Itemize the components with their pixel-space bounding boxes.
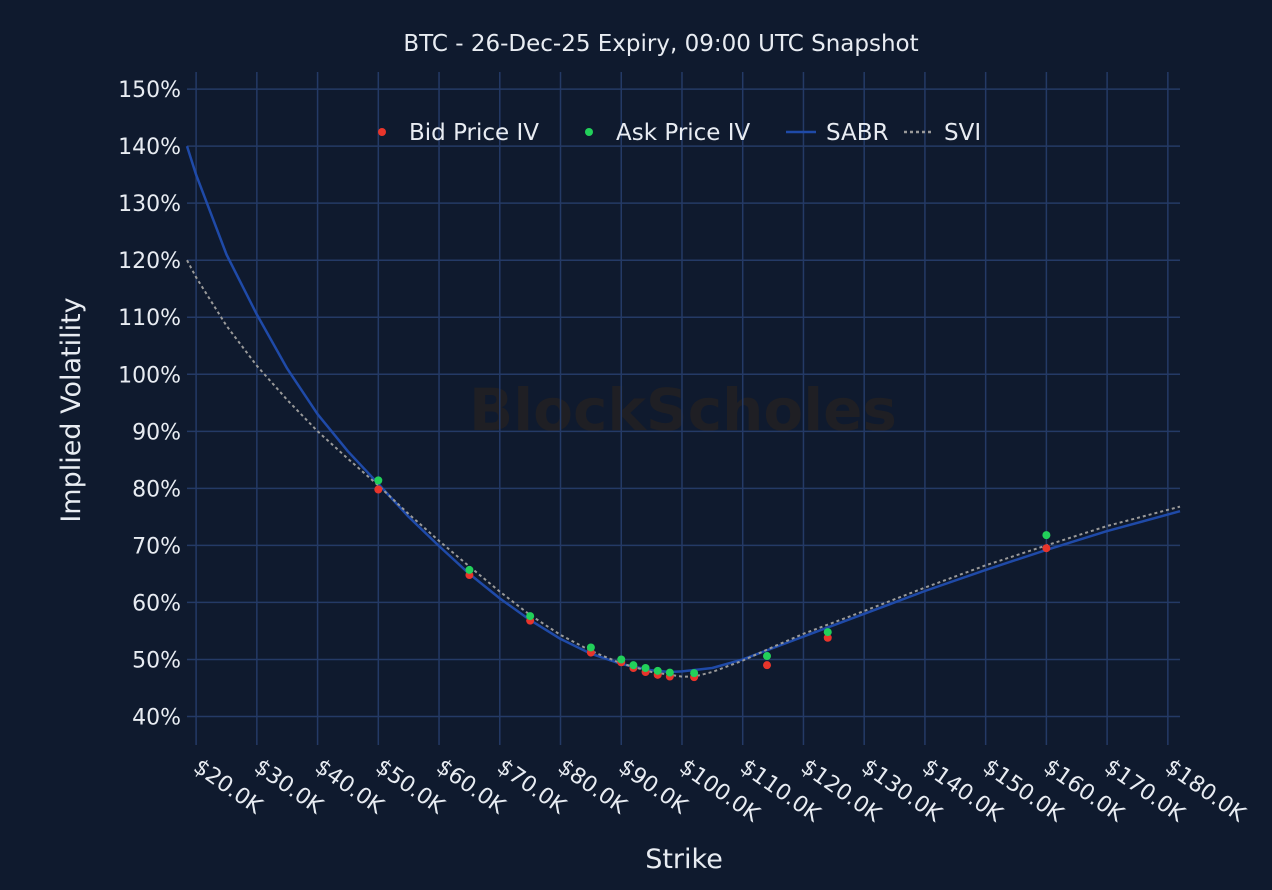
- series-points: [374, 476, 1051, 682]
- ask-price-iv-point: [823, 628, 832, 637]
- legend: Bid Price IV Ask Price IV SABR SVI: [378, 120, 981, 146]
- y-tick-label: 120%: [118, 249, 181, 274]
- y-axis-ticks: 40% 50% 60% 70% 80% 90% 100% 110% 120% 130% 140% 15…: [118, 78, 181, 730]
- y-tick-label: 70%: [132, 534, 181, 559]
- legend-bid-price-iv-marker: [378, 128, 386, 136]
- legend-ask-price-iv-marker: [585, 128, 593, 136]
- y-tick-label: 130%: [118, 192, 181, 217]
- ask-price-iv-point: [526, 612, 535, 621]
- bid-price-iv-point: [823, 633, 832, 642]
- x-axis-ticks: $20.0K$30.0K$40.0K$50.0K$60.0K$70.0K$80.…: [189, 754, 1250, 827]
- ask-price-iv-point: [641, 664, 650, 673]
- x-axis-label: Strike: [645, 844, 723, 875]
- legend-svi-label: SVI: [944, 120, 981, 146]
- svi-line: [186, 259, 1181, 678]
- x-tick-label: $40.0K: [310, 754, 388, 819]
- y-tick-label: 50%: [132, 648, 181, 673]
- y-axis-label: Implied Volatility: [56, 297, 87, 522]
- x-tick-label: $70.0K: [492, 754, 570, 819]
- ask-price-iv-point: [763, 652, 772, 661]
- ask-price-iv-point: [690, 669, 699, 678]
- y-tick-label: 110%: [118, 306, 181, 331]
- bid-price-iv-point: [763, 661, 772, 670]
- x-tick-label: $50.0K: [371, 754, 449, 819]
- legend-ask-price-iv-label: Ask Price IV: [616, 120, 751, 146]
- legend-sabr-label: SABR: [826, 120, 889, 146]
- y-tick-label: 90%: [132, 420, 181, 445]
- x-tick-label: $30.0K: [249, 754, 327, 819]
- y-tick-label: 80%: [132, 477, 181, 502]
- y-tick-label: 100%: [118, 363, 181, 388]
- ask-price-iv-point: [1042, 531, 1051, 540]
- y-tick-label: 60%: [132, 591, 181, 616]
- ask-price-iv-point: [586, 643, 595, 652]
- ask-price-iv-point: [665, 668, 674, 677]
- y-tick-label: 150%: [118, 78, 181, 103]
- bid-price-iv-point: [1042, 544, 1051, 553]
- x-tick-label: $20.0K: [189, 754, 267, 819]
- x-tick-label: $90.0K: [614, 754, 692, 819]
- watermark: BlockScholes: [469, 376, 897, 444]
- chart-title: BTC - 26-Dec-25 Expiry, 09:00 UTC Snapsh…: [403, 31, 918, 57]
- y-tick-label: 140%: [118, 135, 181, 160]
- x-tick-label: $80.0K: [553, 754, 631, 819]
- ask-price-iv-point: [374, 476, 383, 485]
- grid-lines: [187, 72, 1180, 745]
- y-tick-label: 40%: [132, 705, 181, 730]
- x-tick-label: $60.0K: [432, 754, 510, 819]
- bid-price-iv-point: [374, 485, 383, 494]
- ask-price-iv-point: [653, 666, 662, 675]
- ask-price-iv-point: [617, 655, 626, 664]
- ask-price-iv-point: [465, 565, 474, 574]
- legend-bid-price-iv-label: Bid Price IV: [409, 120, 539, 146]
- ask-price-iv-point: [629, 661, 638, 670]
